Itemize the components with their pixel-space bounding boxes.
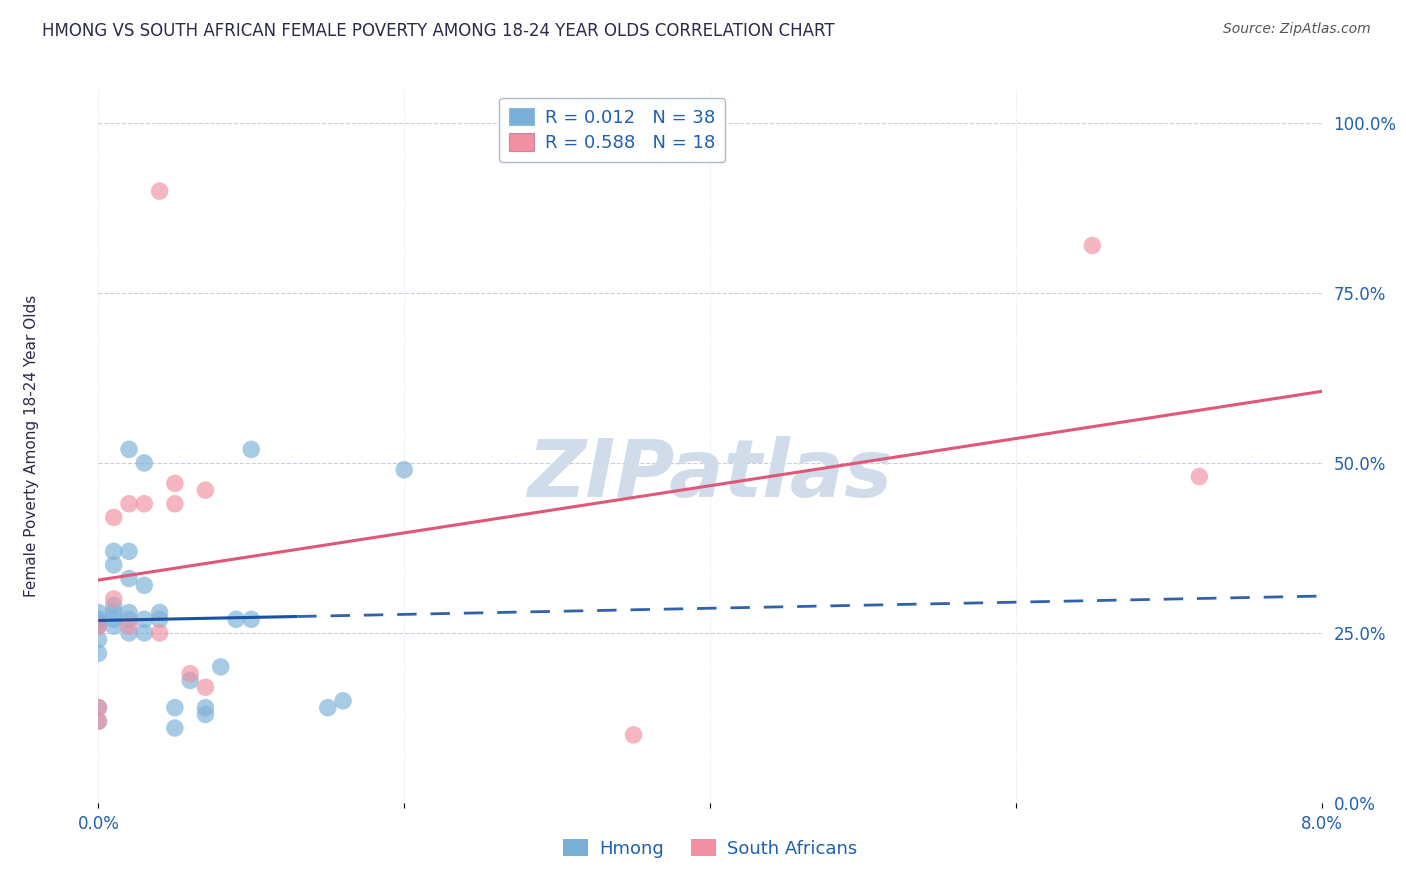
Point (392, 463, 416, 477)
Point (87, 700, 110, 714)
Point (134, 626, 156, 640)
Point (87, 632, 110, 647)
Point (194, 707, 217, 722)
Text: ZIPatlas: ZIPatlas (527, 435, 893, 514)
Point (87, 700, 110, 714)
Point (118, 442, 141, 457)
Point (118, 497, 141, 511)
Point (1188, 469, 1211, 483)
Point (87, 619, 110, 633)
Point (118, 612, 141, 626)
Point (1081, 238, 1104, 252)
Point (149, 606, 172, 620)
Point (332, 694, 354, 708)
Point (103, 606, 125, 620)
Point (87, 612, 110, 626)
Point (623, 728, 645, 742)
Point (225, 612, 247, 626)
Point (240, 442, 263, 457)
Point (118, 606, 141, 620)
Point (163, 497, 186, 511)
Point (118, 626, 141, 640)
Text: Female Poverty Among 18-24 Year Olds: Female Poverty Among 18-24 Year Olds (24, 295, 38, 597)
Point (209, 660, 232, 674)
Point (163, 721, 186, 735)
Legend: Hmong, South Africans: Hmong, South Africans (555, 832, 865, 865)
Point (103, 558, 125, 572)
Point (87, 646, 110, 660)
Text: HMONG VS SOUTH AFRICAN FEMALE POVERTY AMONG 18-24 YEAR OLDS CORRELATION CHART: HMONG VS SOUTH AFRICAN FEMALE POVERTY AM… (42, 22, 835, 40)
Point (134, 578, 156, 592)
Point (316, 700, 339, 714)
Point (134, 612, 156, 626)
Point (149, 184, 172, 198)
Point (134, 456, 156, 470)
Point (118, 619, 141, 633)
Text: Source: ZipAtlas.com: Source: ZipAtlas.com (1223, 22, 1371, 37)
Point (179, 666, 201, 681)
Point (134, 497, 156, 511)
Point (179, 673, 201, 688)
Point (149, 612, 172, 626)
Point (103, 612, 125, 626)
Point (194, 483, 217, 498)
Point (118, 544, 141, 558)
Point (240, 612, 263, 626)
Point (87, 606, 110, 620)
Point (194, 700, 217, 714)
Point (149, 626, 172, 640)
Point (194, 680, 217, 694)
Point (103, 544, 125, 558)
Point (87, 615, 110, 630)
Point (103, 510, 125, 524)
Point (87, 619, 110, 633)
Point (103, 599, 125, 613)
Point (163, 476, 186, 491)
Point (87, 714, 110, 729)
Point (118, 572, 141, 586)
Point (103, 591, 125, 606)
Point (103, 619, 125, 633)
Point (163, 700, 186, 714)
Point (87, 714, 110, 729)
